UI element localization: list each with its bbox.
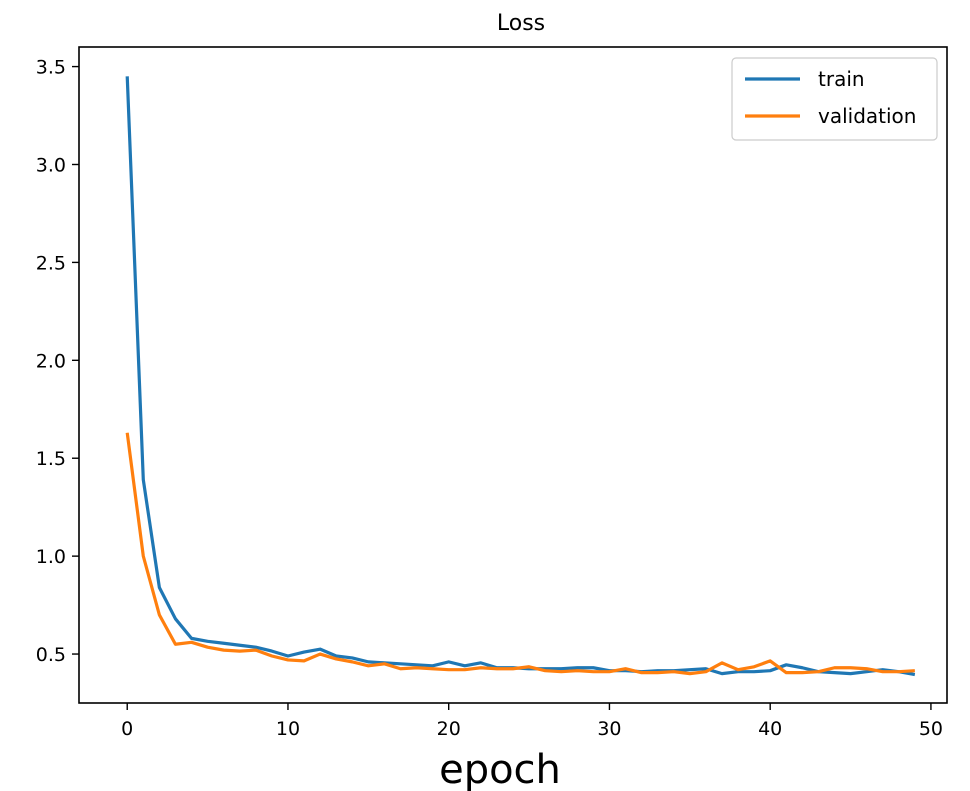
y-tick-label: 0.5 [36,644,66,666]
y-axis: 0.5 1.0 1.5 2.0 2.5 3.0 3.5 [36,57,79,666]
plot-area [125,76,916,677]
y-tick-label: 3.5 [36,57,66,79]
y-tick-label: 2.0 [36,350,66,372]
legend: train validation [731,57,938,141]
y-tick-label: 1.0 [36,546,66,568]
series-line-train [125,76,916,677]
axes-frame [78,46,948,704]
series-line-validation [125,432,915,676]
x-tick-label: 0 [121,718,133,740]
x-axis: 0 10 20 30 40 50 [121,703,943,740]
y-tick-label: 1.5 [36,448,66,470]
legend-validation-label: validation [818,104,916,128]
y-tick-label: 3.0 [36,154,66,176]
x-tick-label: 40 [758,718,782,740]
y-tick-label: 2.5 [36,252,66,274]
legend-train-label: train [818,67,865,91]
x-tick-label: 30 [597,718,621,740]
x-tick-label: 50 [919,718,943,740]
x-tick-label: 10 [276,718,300,740]
chart-title: Loss [497,11,545,36]
x-tick-label: 20 [437,718,461,740]
x-axis-label: epoch [439,747,561,791]
